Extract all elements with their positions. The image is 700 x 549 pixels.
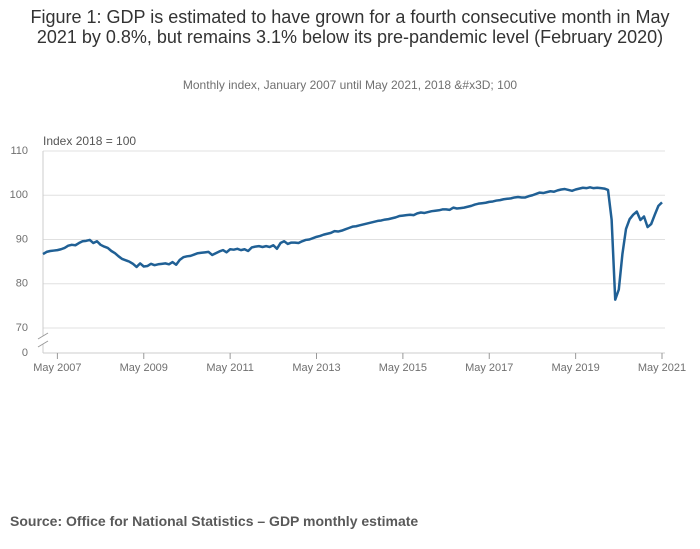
source: Source: Office for National Statistics –… <box>10 513 419 529</box>
y-tick-label: 70 <box>16 322 28 334</box>
x-tick-label: May 2019 <box>551 362 599 374</box>
line <box>42 186 663 301</box>
x-tick-label: May 2011 <box>206 362 254 374</box>
y-tick-label: 110 <box>10 145 28 157</box>
x-tick-label: May 2021 <box>638 362 686 374</box>
y-tick-label: 90 <box>16 233 28 245</box>
axis-break <box>37 340 49 348</box>
y-tick-label: 100 <box>10 189 28 201</box>
y-tick-label: 0 <box>22 347 28 359</box>
x-tick-label: May 2017 <box>465 362 513 374</box>
chart-subtitle: Monthly index, January 2007 until May 20… <box>182 78 518 92</box>
y-tick-label: 80 <box>16 278 28 290</box>
x-tick-label: May 2013 <box>292 362 340 374</box>
y-axis-label: Index 2018 = 100 <box>43 134 136 148</box>
x-tick-label: May 2009 <box>120 362 168 374</box>
chart-title: Figure 1: GDP is estimated to have grown… <box>30 7 670 47</box>
x-tick-label: May 2007 <box>33 362 81 374</box>
x-tick-label: May 2015 <box>379 362 427 374</box>
axis-break <box>37 332 49 340</box>
